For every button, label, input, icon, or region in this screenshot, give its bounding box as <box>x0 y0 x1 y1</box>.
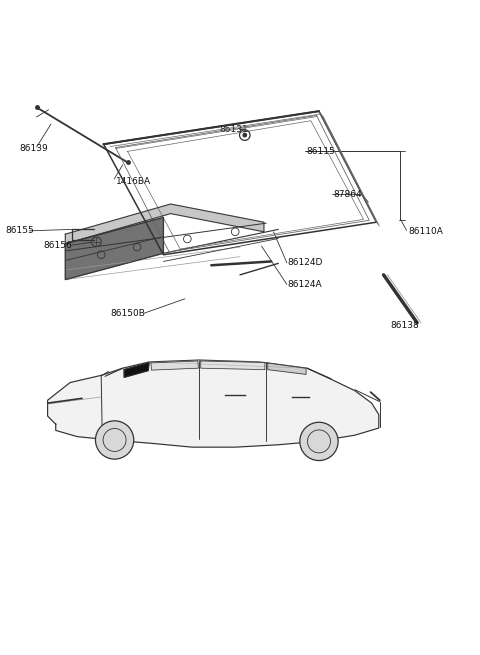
Text: 86150B: 86150B <box>111 309 145 318</box>
Text: 86156: 86156 <box>44 240 72 250</box>
Polygon shape <box>268 363 306 375</box>
Text: 86110A: 86110A <box>408 227 444 236</box>
Polygon shape <box>201 361 265 369</box>
Polygon shape <box>65 217 163 280</box>
Circle shape <box>242 133 247 138</box>
Text: 1416BA: 1416BA <box>116 177 151 186</box>
Text: 86131: 86131 <box>219 125 248 134</box>
Text: 86115: 86115 <box>306 147 335 156</box>
Text: 86138: 86138 <box>391 320 420 329</box>
Polygon shape <box>48 360 379 447</box>
Circle shape <box>96 421 134 459</box>
Polygon shape <box>124 363 149 377</box>
Text: 86155: 86155 <box>5 227 34 235</box>
Circle shape <box>300 422 338 460</box>
Text: 86124A: 86124A <box>288 280 323 289</box>
Polygon shape <box>151 361 198 370</box>
Text: 86139: 86139 <box>20 143 48 153</box>
Polygon shape <box>65 204 264 244</box>
Text: 87864: 87864 <box>333 190 362 199</box>
Text: 86124D: 86124D <box>288 258 323 267</box>
